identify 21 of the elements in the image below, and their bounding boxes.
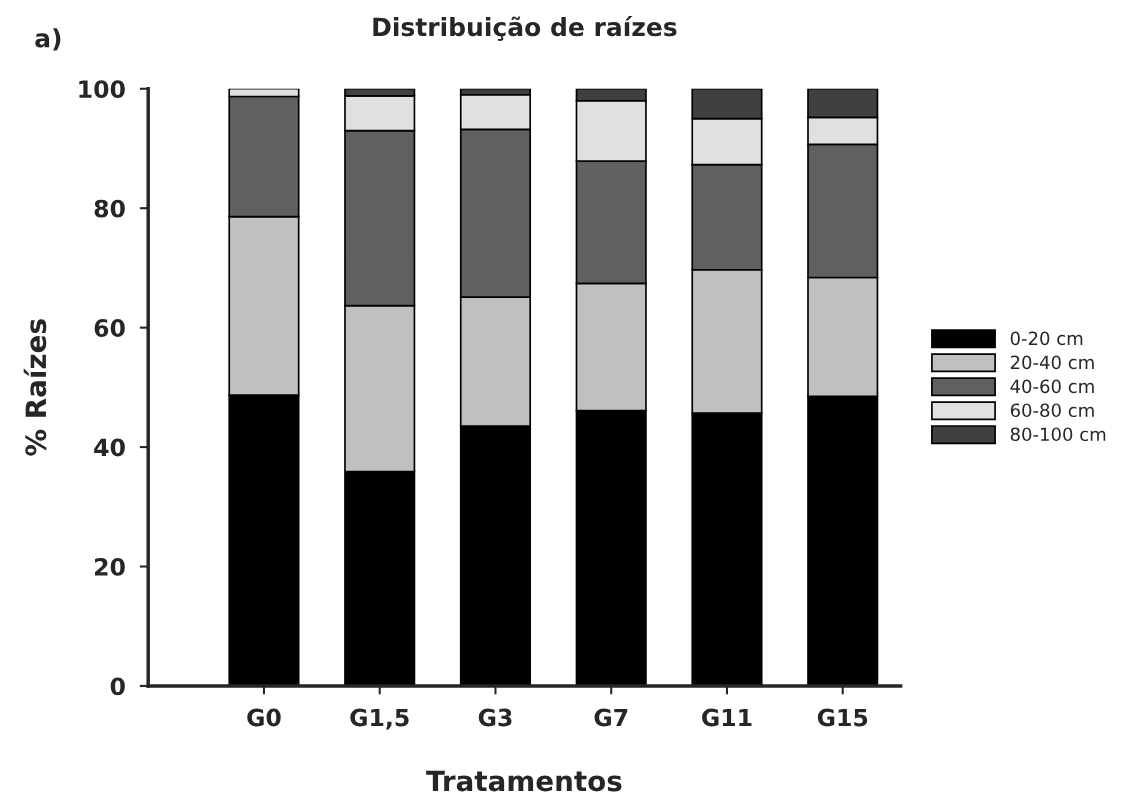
x-tick-label: G1,5 — [350, 708, 409, 730]
y-tick-label: 80 — [94, 199, 125, 218]
y-axis-title: % Raízes — [23, 319, 47, 456]
text: a) — [35, 28, 61, 51]
legend-label: 0-20 cm — [1010, 331, 1083, 346]
y-tick-label: 0 — [110, 677, 125, 696]
x-tick-label: G0 — [247, 708, 281, 727]
legend-label: 20-40 cm — [1010, 355, 1094, 370]
y-tick-label: 100 — [79, 80, 125, 99]
chart-title: Distribuição de raízes — [373, 16, 677, 41]
y-tick-label: 60 — [94, 319, 125, 337]
y-tick-label: 40 — [94, 438, 125, 457]
legend-label: 60-80 cm — [1010, 403, 1094, 418]
x-tick-label: G7 — [594, 708, 628, 727]
y-tick-label: 20 — [94, 557, 125, 576]
x-tick-label: G15 — [817, 708, 868, 727]
legend-label: 40-60 cm — [1010, 379, 1094, 394]
x-axis-title: Tratamentos — [426, 770, 622, 792]
x-tick-label: G11 — [702, 708, 752, 727]
legend-label: 80-100 cm — [1010, 427, 1106, 442]
x-tick-label: G3 — [478, 708, 512, 727]
